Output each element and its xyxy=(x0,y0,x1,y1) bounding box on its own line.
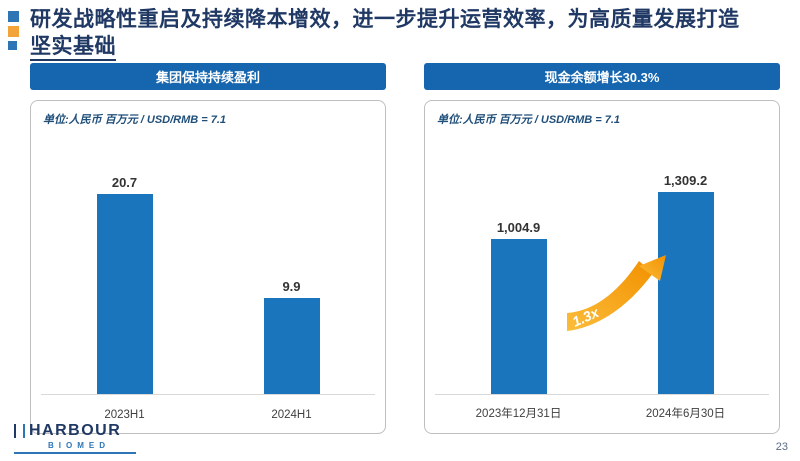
cash-chart: 1,004.9 1,309.2 xyxy=(435,137,769,425)
bullet-square-orange xyxy=(8,26,19,37)
right-panel-header-label: 现金余额增长30.3% xyxy=(544,70,660,85)
page-title-line2: 坚实基础 xyxy=(30,33,778,61)
logo-underline xyxy=(14,452,136,454)
cash-chart-box: 单位:人民币 百万元 / USD/RMB = 7.1 1,004.9 1,309… xyxy=(424,100,780,434)
logo-name: HARBOUR xyxy=(29,422,122,439)
bar-2023-12-31 xyxy=(490,239,547,394)
bullet-square-blue xyxy=(8,11,19,22)
bar-2024-06-30 xyxy=(657,192,714,394)
profit-chart-plot: 20.7 9.9 xyxy=(41,137,375,395)
right-unit-note: 单位:人民币 百万元 / USD/RMB = 7.1 xyxy=(437,114,621,126)
growth-annotation: 1.3x xyxy=(563,249,673,337)
cash-col-2024: 1,309.2 xyxy=(602,173,769,394)
page-title: 研发战略性重启及持续降本增效，进一步提升运营效率，为高质量发展打造 坚实基础 xyxy=(30,6,778,61)
category-label: 2024年6月30日 xyxy=(645,408,726,420)
profit-chart: 20.7 9.9 2023H1 2024H1 xyxy=(41,137,375,425)
left-panel-header: 集团保持持续盈利 xyxy=(30,63,386,90)
category-label: 2024H1 xyxy=(271,409,312,421)
cash-axis-labels: 2023年12月31日 2024年6月30日 xyxy=(435,405,769,421)
logo-top-row: HARBOUR xyxy=(14,422,136,440)
profit-col-2023h1: 20.7 xyxy=(41,175,208,394)
bar-value-label: 1,004.9 xyxy=(496,220,541,235)
category-label: 2023H1 xyxy=(104,409,145,421)
right-panel-header: 现金余额增长30.3% xyxy=(424,63,780,90)
page-number: 23 xyxy=(775,441,788,453)
left-unit-note: 单位:人民币 百万元 / USD/RMB = 7.1 xyxy=(43,114,227,126)
category-label: 2023年12月31日 xyxy=(475,408,562,420)
growth-arrow-icon: 1.3x xyxy=(567,255,666,331)
cash-col-2023: 1,004.9 xyxy=(435,220,602,394)
logo-subname: BIOMED xyxy=(48,441,110,450)
company-logo: HARBOUR BIOMED xyxy=(14,422,136,454)
logo-mark-icon xyxy=(14,424,25,438)
title-bullet-marks xyxy=(8,11,20,54)
bar-2024h1 xyxy=(263,298,320,394)
profit-chart-box: 单位:人民币 百万元 / USD/RMB = 7.1 20.7 9.9 2023… xyxy=(30,100,386,434)
bar-value-label: 20.7 xyxy=(111,175,138,190)
profit-axis-labels: 2023H1 2024H1 xyxy=(41,409,375,421)
bullet-square-blue-small xyxy=(8,41,17,50)
cash-chart-plot: 1,004.9 1,309.2 xyxy=(435,137,769,395)
bar-value-label: 1,309.2 xyxy=(663,173,708,188)
bar-2023h1 xyxy=(96,194,153,394)
profit-col-2024h1: 9.9 xyxy=(208,279,375,394)
bar-value-label: 9.9 xyxy=(282,279,301,294)
page-title-line1: 研发战略性重启及持续降本增效，进一步提升运营效率，为高质量发展打造 xyxy=(30,8,740,31)
left-panel-header-label: 集团保持持续盈利 xyxy=(155,70,260,85)
